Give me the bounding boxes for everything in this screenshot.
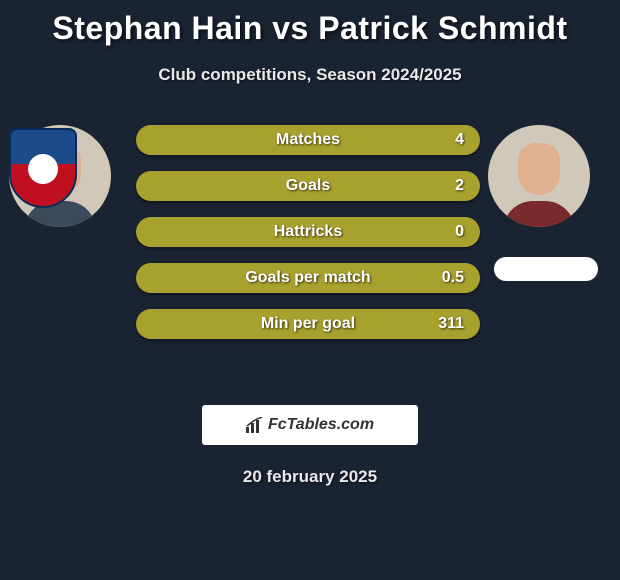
club-right-badge [494,257,598,281]
page-title: Stephan Hain vs Patrick Schmidt [0,0,620,47]
stat-row: Min per goal 311 [136,309,480,339]
watermark-text: FcTables.com [268,416,374,434]
subtitle: Club competitions, Season 2024/2025 [0,65,620,85]
stat-row: Hattricks 0 [136,217,480,247]
comparison-panel: Matches 4 Goals 2 Hattricks 0 Goals per … [0,125,620,385]
chart-icon [246,417,264,433]
watermark-badge: FcTables.com [202,405,418,445]
stat-value: 2 [455,171,464,201]
stat-row: Goals 2 [136,171,480,201]
stat-label: Min per goal [136,309,480,339]
stat-label: Goals per match [136,263,480,293]
stat-value: 311 [438,309,464,339]
stat-row: Goals per match 0.5 [136,263,480,293]
player-right-avatar [488,125,590,227]
stat-label: Hattricks [136,217,480,247]
stat-value: 0.5 [442,263,464,293]
stats-bars: Matches 4 Goals 2 Hattricks 0 Goals per … [136,125,480,355]
stat-row: Matches 4 [136,125,480,155]
stat-value: 4 [455,125,464,155]
stat-value: 0 [455,217,464,247]
stat-label: Matches [136,125,480,155]
date-text: 20 february 2025 [0,467,620,487]
stat-label: Goals [136,171,480,201]
